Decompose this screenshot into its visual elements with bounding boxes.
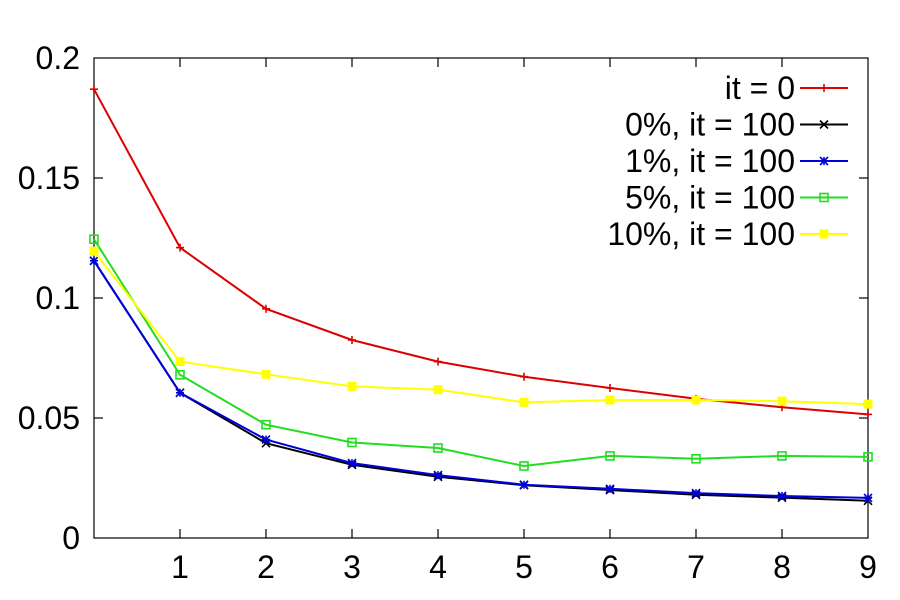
data-point <box>347 437 357 448</box>
y-tick-label: 0.2 <box>36 40 80 76</box>
data-point <box>433 385 443 395</box>
y-tick-label: 0.15 <box>18 160 80 196</box>
legend-label: 5%, it = 100 <box>625 180 795 216</box>
data-point <box>175 357 185 367</box>
data-point <box>863 452 873 462</box>
data-point <box>777 491 787 501</box>
data-point <box>433 470 443 480</box>
x-tick-label: 6 <box>601 549 619 585</box>
y-tick-label: 0.05 <box>18 400 80 436</box>
data-point <box>777 451 787 461</box>
y-tick-label: 0.1 <box>36 280 80 316</box>
data-point <box>605 484 615 494</box>
data-point <box>348 336 356 344</box>
data-point <box>819 119 829 130</box>
data-point <box>819 229 829 239</box>
data-point <box>864 410 872 419</box>
data-point <box>90 85 98 94</box>
data-point <box>819 156 829 166</box>
data-point <box>819 192 829 203</box>
data-point <box>691 395 701 405</box>
data-point <box>863 493 873 503</box>
data-point <box>519 397 529 407</box>
x-tick-label: 7 <box>687 549 705 585</box>
data-point <box>820 84 828 92</box>
data-point <box>89 246 99 256</box>
x-tick-label: 8 <box>773 549 791 585</box>
legend-entry: 10%, it = 100 <box>607 216 848 252</box>
data-point <box>519 461 529 471</box>
x-tick-label: 5 <box>515 549 533 585</box>
x-tick-label: 9 <box>859 549 877 585</box>
data-point <box>520 372 528 381</box>
x-tick-label: 3 <box>343 549 361 585</box>
series-1 <box>89 256 873 506</box>
series-lines <box>89 85 873 506</box>
series-4 <box>89 246 873 409</box>
series-line <box>93 88 869 416</box>
series-line <box>93 238 869 468</box>
ticks: 0 0.05 0.1 0.15 0.2 1 2 3 4 5 6 7 8 9 <box>18 40 877 585</box>
data-point <box>347 381 357 391</box>
series-line <box>93 260 869 499</box>
legend-entry: 0%, it = 100 <box>625 107 848 143</box>
data-point <box>691 453 701 464</box>
x-tick-label: 2 <box>257 549 275 585</box>
data-point <box>433 443 443 453</box>
data-point <box>605 451 615 461</box>
series-3 <box>89 234 873 471</box>
legend-label: 1%, it = 100 <box>625 143 795 179</box>
data-point <box>606 384 614 392</box>
x-tick-label: 4 <box>429 549 447 585</box>
series-line <box>93 250 869 406</box>
data-point <box>434 357 442 366</box>
data-point <box>262 304 270 313</box>
data-point <box>89 256 99 266</box>
y-tick-label: 0 <box>62 520 80 556</box>
data-point <box>605 395 615 405</box>
series-2 <box>89 256 873 503</box>
data-point <box>691 488 701 498</box>
data-point <box>863 399 873 409</box>
data-point <box>777 396 787 406</box>
data-point <box>519 480 529 490</box>
legend-entry: 1%, it = 100 <box>625 143 848 179</box>
legend-entry: it = 0 <box>725 70 848 106</box>
legend-label: 10%, it = 100 <box>607 216 795 252</box>
data-point <box>261 435 271 445</box>
data-point <box>261 369 271 379</box>
data-point <box>347 458 357 468</box>
data-point <box>176 243 184 252</box>
data-point <box>175 388 185 398</box>
data-point <box>175 369 185 380</box>
legend-label: 0%, it = 100 <box>625 107 795 143</box>
data-point <box>89 234 99 244</box>
x-tick-label: 1 <box>171 549 189 585</box>
legend-entry: 5%, it = 100 <box>625 180 848 216</box>
series-line <box>93 260 869 502</box>
legend-label: it = 0 <box>725 70 795 106</box>
data-point <box>261 419 271 430</box>
